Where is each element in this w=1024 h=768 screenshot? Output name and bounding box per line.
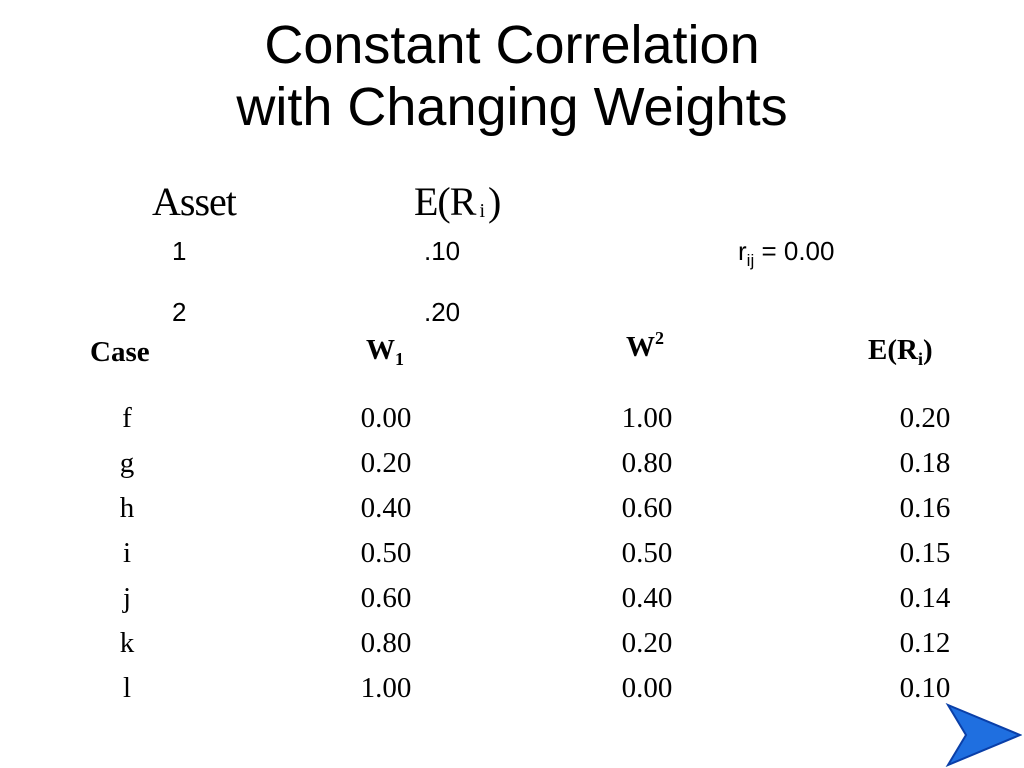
- w1-header-base: W: [366, 334, 395, 366]
- weight-2-column-header: W2: [626, 328, 664, 364]
- table-cell-w1: 0.20: [360, 447, 412, 479]
- table-cell-er: 0.16: [899, 492, 951, 524]
- next-arrow-shape: [945, 703, 1022, 767]
- table-cell-er: 0.14: [899, 582, 951, 614]
- asset-1-label: 1: [172, 236, 187, 266]
- table-cell-w1: 0.60: [360, 582, 412, 614]
- expected-return-column-header: E(R i): [414, 178, 501, 235]
- table-cell-case: j: [122, 582, 132, 614]
- table-cell-w2: 0.40: [621, 582, 673, 614]
- er-col-base: E(R: [868, 334, 918, 366]
- er-col-subscript: i: [917, 349, 923, 369]
- table-cell-er: 0.12: [899, 627, 951, 659]
- asset-column-header: Asset: [152, 179, 237, 224]
- title-line-1: Constant Correlation: [264, 15, 760, 75]
- table-cell-case: i: [122, 537, 132, 569]
- table-cell-er: 0.15: [899, 537, 951, 569]
- table-cell-w2: 0.20: [621, 627, 673, 659]
- table-cell-case: h: [119, 492, 135, 524]
- table-cell-w2: 0.00: [621, 672, 673, 704]
- asset-2-return: .20: [424, 297, 461, 327]
- table-cell-w2: 1.00: [621, 402, 673, 434]
- table-cell-er: 0.10: [899, 672, 951, 704]
- table-cell-w1: 0.50: [360, 537, 412, 569]
- correlation-subscript: ij: [746, 251, 755, 270]
- w2-header-base: W: [626, 331, 655, 363]
- table-cell-er: 0.20: [899, 402, 951, 434]
- weight-1-column-header: W1: [366, 333, 404, 369]
- table-cell-case: f: [122, 402, 132, 434]
- portfolio-return-column-header: E(Ri): [868, 333, 933, 369]
- table-cell-w1: 1.00: [360, 672, 412, 704]
- correlation-symbol: r: [738, 236, 747, 266]
- table-cell-w2: 0.80: [621, 447, 673, 479]
- er-col-suffix: ): [922, 334, 933, 366]
- er-header-suffix: ): [488, 179, 501, 224]
- w2-header-superscript: 2: [655, 328, 664, 348]
- case-column-header: Case: [90, 336, 150, 368]
- next-arrow-icon[interactable]: [944, 703, 1022, 767]
- w1-header-subscript: 1: [395, 349, 404, 369]
- table-cell-w1: 0.80: [360, 627, 412, 659]
- correlation-value: = 0.00: [754, 236, 835, 266]
- asset-2-label: 2: [172, 297, 187, 327]
- correlation-label: rij = 0.00: [738, 236, 834, 276]
- asset-1-return: .10: [424, 236, 461, 266]
- er-header-subscript: i: [479, 200, 484, 222]
- table-cell-w2: 0.60: [621, 492, 673, 524]
- er-header-prefix: E(R: [414, 179, 476, 224]
- table-cell-case: g: [119, 447, 135, 479]
- title-line-2: with Changing Weights: [236, 77, 788, 137]
- table-cell-w2: 0.50: [621, 537, 673, 569]
- table-cell-w1: 0.00: [360, 402, 412, 434]
- table-cell-case: l: [122, 672, 132, 704]
- table-cell-case: k: [119, 627, 135, 659]
- slide-title: Constant Correlation with Changing Weigh…: [0, 14, 1024, 138]
- table-cell-w1: 0.40: [360, 492, 412, 524]
- table-cell-er: 0.18: [899, 447, 951, 479]
